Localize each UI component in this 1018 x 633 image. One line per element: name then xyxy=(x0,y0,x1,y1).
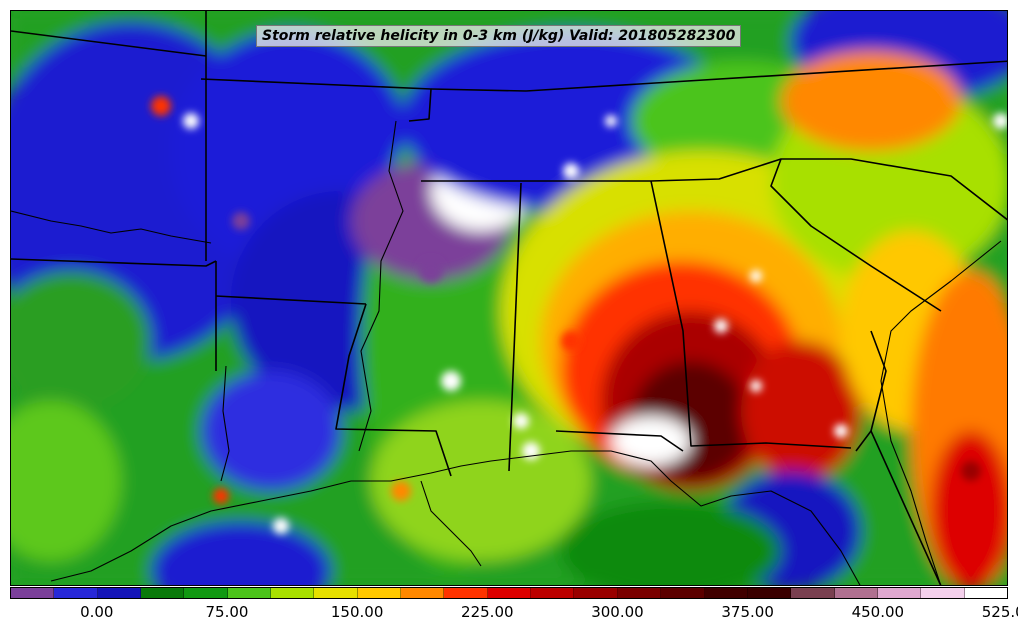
colorbar-tick-label: 525.00 xyxy=(981,603,1018,621)
colorbar-tick-label: 375.00 xyxy=(721,603,774,621)
colorbar-segment xyxy=(747,588,792,598)
map-title: Storm relative helicity in 0-3 km (J/kg)… xyxy=(256,25,742,47)
helicity-map xyxy=(11,11,1007,585)
colorbar-segment xyxy=(834,588,878,598)
map-frame[interactable]: Storm relative helicity in 0-3 km (J/kg)… xyxy=(10,10,1008,586)
helicity-speckles xyxy=(151,96,1007,534)
colorbar-segment xyxy=(54,588,98,598)
colorbar-segment xyxy=(141,588,185,598)
colorbar-segment xyxy=(661,588,705,598)
colorbar-segment xyxy=(487,588,532,598)
colorbar-tick-label: 75.00 xyxy=(205,603,249,621)
colorbar-segment xyxy=(791,588,835,598)
state-boundaries xyxy=(11,11,1007,585)
colorbar xyxy=(10,587,1008,599)
colorbar-segment xyxy=(964,588,1007,598)
colorbar-tick-label: 150.00 xyxy=(330,603,384,621)
colorbar-segment xyxy=(574,588,618,598)
colorbar-segment xyxy=(271,588,315,598)
colorbar-tick-label: 0.00 xyxy=(80,603,114,621)
colorbar-segment xyxy=(531,588,575,598)
colorbar-segment xyxy=(357,588,402,598)
colorbar-labels: 0.00 75.00 150.00 225.00 300.00 375.00 450.00 5… xyxy=(10,603,1018,623)
colorbar-tick-label: 450.00 xyxy=(851,603,905,621)
colorbar-segment xyxy=(704,588,748,598)
colorbar-segment xyxy=(921,588,965,598)
colorbar-segment xyxy=(444,588,488,598)
colorbar-tick-label: 300.00 xyxy=(591,603,644,621)
colorbar-segment xyxy=(227,588,272,598)
colorbar-segment xyxy=(314,588,358,598)
colorbar-segment xyxy=(11,588,55,598)
colorbar-segment xyxy=(401,588,445,598)
colorbar-segment xyxy=(184,588,228,598)
helicity-field xyxy=(11,11,1007,585)
coastlines-rivers xyxy=(11,120,1002,585)
colorbar-segment xyxy=(877,588,922,598)
colorbar-segment xyxy=(97,588,142,598)
colorbar-tick-label: 225.00 xyxy=(461,603,514,621)
colorbar-segment xyxy=(617,588,662,598)
